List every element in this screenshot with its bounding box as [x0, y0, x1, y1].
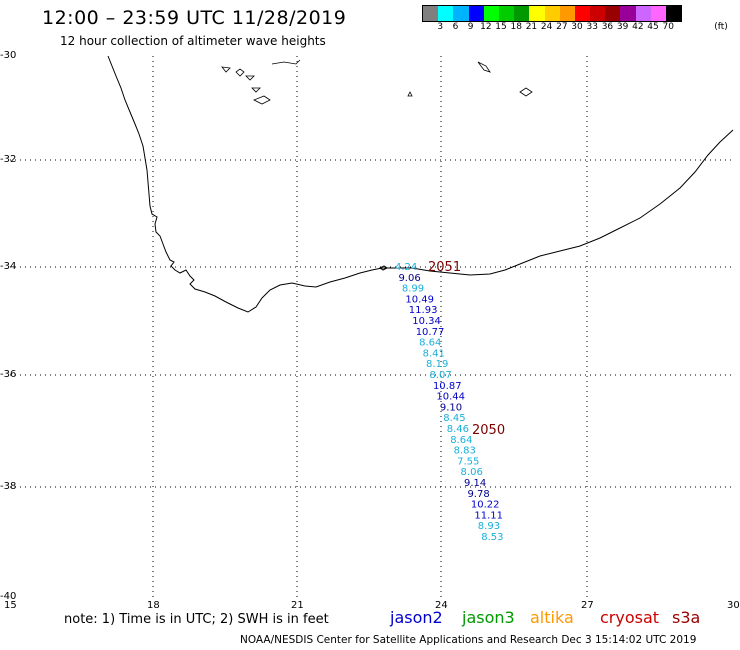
longitude-label: 15 — [4, 600, 17, 611]
map-subtitle: 12 hour collection of altimeter wave hei… — [60, 34, 326, 48]
swh-value: 8.07 — [430, 370, 452, 381]
coastline-islet — [379, 265, 388, 271]
swh-value: 9.06 — [398, 273, 420, 284]
longitude-label: 27 — [581, 600, 594, 611]
colorbar-label: 3 — [437, 22, 444, 32]
footer-credit: NOAA/NESDIS Center for Satellite Applica… — [240, 634, 697, 646]
swh-value: 11.11 — [474, 510, 503, 521]
colorbar-swatch — [559, 6, 575, 21]
longitude-label: 21 — [291, 600, 304, 611]
wave-height-colorbar — [422, 5, 683, 22]
colorbar-label: 18 — [510, 22, 522, 32]
colorbar-label: 9 — [467, 22, 474, 32]
swh-value: 8.45 — [443, 413, 465, 424]
colorbar-label: 15 — [495, 22, 507, 32]
swh-value: 11.93 — [409, 305, 438, 316]
swh-value: 8.64 — [450, 435, 472, 446]
south-africa-coastline — [107, 55, 734, 313]
swh-value: 10.77 — [416, 327, 445, 338]
colorbar-swatch — [544, 6, 560, 21]
satellite-label-altika: altika — [530, 608, 574, 627]
coastline — [107, 55, 734, 313]
colorbar-swatch — [635, 6, 651, 21]
swh-value: 8.99 — [402, 284, 424, 295]
longitude-label: 18 — [147, 600, 160, 611]
swh-value: 8.53 — [481, 532, 503, 543]
colorbar-swatch — [498, 6, 515, 21]
colorbar-label: 6 — [452, 22, 459, 32]
map-frame — [10, 56, 733, 597]
colorbar-swatch — [438, 6, 454, 21]
pass-number-label: 2051 — [428, 260, 461, 275]
swh-value: 7.55 — [457, 456, 479, 467]
swh-value: 8.06 — [461, 467, 483, 478]
swh-value: 8.93 — [478, 521, 500, 532]
swh-value: 8.41 — [423, 348, 445, 359]
longitude-label: 30 — [727, 600, 740, 611]
latitude-label: -34 — [0, 261, 17, 272]
colorbar-swatch — [620, 6, 636, 21]
swh-value: 9.78 — [467, 489, 489, 500]
colorbar-label: 39 — [616, 22, 629, 32]
swh-value: 8.19 — [426, 359, 448, 370]
satellite-label-s3a: s3a — [672, 608, 701, 627]
colorbar-swatch — [483, 6, 499, 21]
colorbar-label: 12 — [480, 22, 492, 32]
longitude-label: 24 — [435, 600, 448, 611]
colorbar-swatch — [453, 6, 469, 21]
pass-number-label: 2050 — [472, 423, 505, 438]
colorbar-swatch — [605, 6, 621, 21]
latitude-label: -32 — [0, 154, 17, 165]
swh-value: 8.83 — [454, 446, 476, 457]
swh-value: 10.22 — [471, 500, 500, 511]
latitude-label: -40 — [0, 591, 17, 602]
satellite-label-jason3: jason3 — [462, 608, 515, 627]
colorbar-label: 30 — [571, 22, 583, 32]
swh-value: 10.44 — [436, 392, 465, 403]
satellite-label-cryosat: cryosat — [600, 608, 660, 627]
colorbar-label: 70 — [662, 22, 674, 32]
colorbar-swatch — [666, 6, 682, 21]
colorbar-label: 42 — [632, 22, 644, 32]
note-text: note: 1) Time is in UTC; 2) SWH is in fe… — [64, 612, 329, 627]
swh-value: 8.46 — [447, 424, 469, 435]
colorbar-swatch — [574, 6, 591, 21]
swh-value: 10.34 — [412, 316, 441, 327]
map-title: 12:00 – 23:59 UTC 11/28/2019 — [42, 7, 347, 29]
colorbar-label: 24 — [540, 22, 553, 32]
swh-value: 10.87 — [433, 381, 462, 392]
latitude-label: -30 — [0, 50, 17, 61]
latitude-label: -36 — [0, 369, 17, 380]
colorbar-swatch — [514, 6, 530, 21]
altimeter-track: 4.249.068.9910.4911.9310.3410.778.648.41… — [395, 260, 505, 543]
swh-value: 8.64 — [419, 338, 441, 349]
colorbar-label: 33 — [586, 22, 598, 32]
swh-value: 10.49 — [405, 294, 434, 305]
latitude-label: -38 — [0, 481, 17, 492]
colorbar-label: 21 — [525, 22, 538, 32]
colorbar-label: 36 — [601, 22, 614, 32]
swh-value: 4.24 — [395, 262, 417, 273]
swh-value: 9.14 — [464, 478, 486, 489]
colorbar-swatch — [468, 6, 484, 21]
colorbar-swatch — [650, 6, 666, 21]
lesotho-outline — [221, 59, 533, 105]
satellite-label-jason2: jason2 — [390, 608, 443, 627]
colorbar-swatch — [423, 6, 439, 21]
colorbar-label: 45 — [647, 22, 659, 32]
swh-value: 9.10 — [440, 402, 462, 413]
colorbar-swatch — [529, 6, 545, 21]
lat-lon-grid — [10, 56, 733, 597]
colorbar-unit: (ft) — [714, 22, 728, 32]
colorbar-swatch — [590, 6, 606, 21]
colorbar-label: 27 — [556, 22, 568, 32]
